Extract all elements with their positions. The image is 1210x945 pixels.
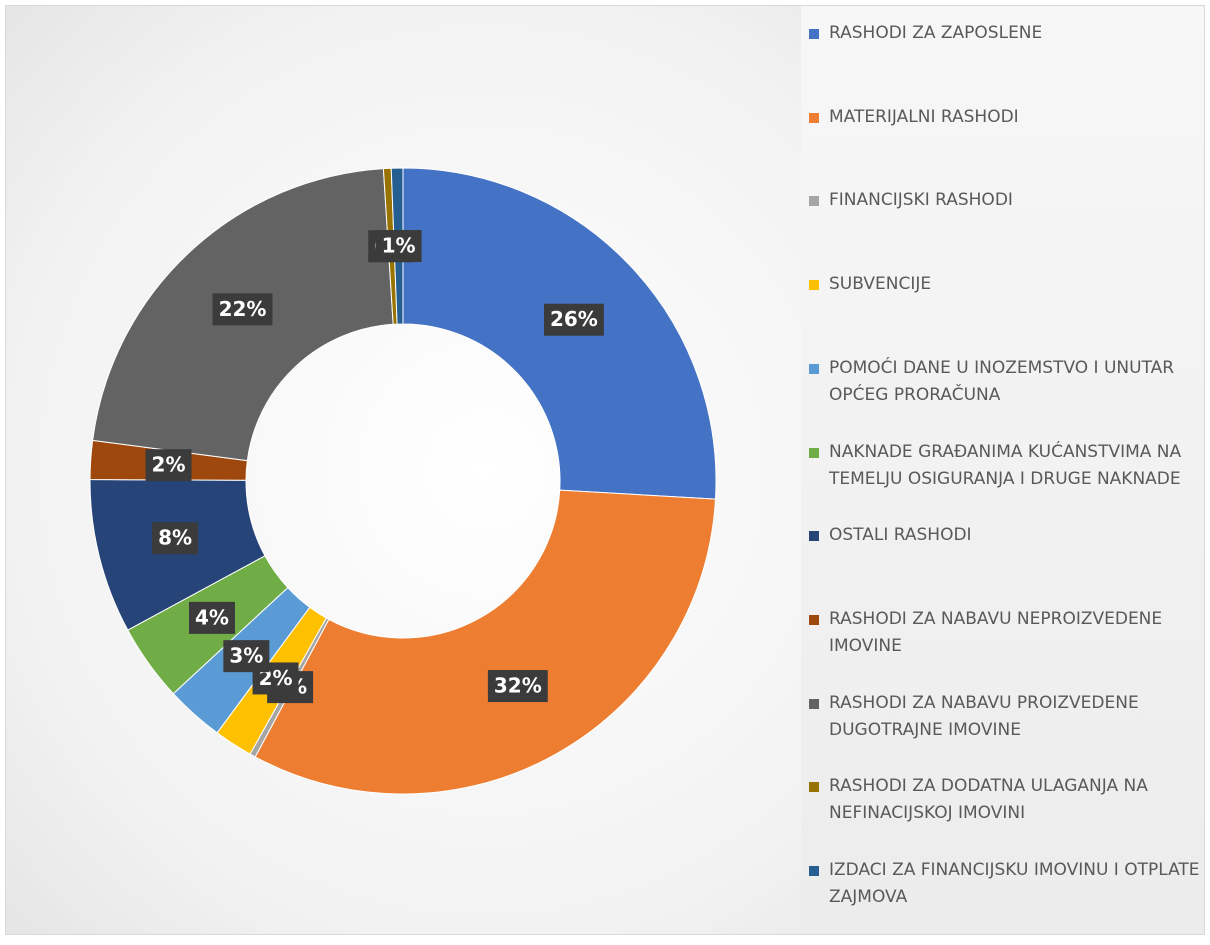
data-label-text: 3% — [229, 644, 263, 668]
data-label: 26% — [543, 303, 604, 336]
data-label-text: 1% — [382, 234, 416, 258]
legend-item: SUBVENCIJE — [809, 271, 1204, 298]
legend-swatch — [809, 112, 819, 123]
legend-item: IZDACI ZA FINANCIJSKU IMOVINU I OTPLATE … — [809, 857, 1204, 911]
legend-label: MATERIJALNI RASHODI — [829, 106, 1019, 127]
donut-chart: 26%32%0%2%3%4%8%2%22%0%1% — [89, 167, 717, 795]
legend-swatch — [809, 782, 819, 793]
legend-item: RASHODI ZA NABAVU NEPROIZVEDENE IMOVINE — [809, 606, 1204, 660]
legend-label: NAKNADE GRAĐANIMA KUĆANSTVIMA NA TEMELJU… — [829, 441, 1182, 489]
legend-item: RASHODI ZA DODATNA ULAGANJA NA NEFINACIJ… — [809, 773, 1204, 827]
legend: RASHODI ZA ZAPOSLENE MATERIJALNI RASHODI F… — [801, 6, 1204, 934]
data-label-text: 26% — [550, 307, 598, 331]
data-label-box — [223, 640, 270, 673]
legend-item: FINANCIJSKI RASHODI — [809, 187, 1204, 214]
legend-swatch — [809, 280, 819, 291]
data-label: 1% — [375, 230, 422, 263]
data-label-box — [212, 293, 273, 326]
legend-swatch — [809, 531, 819, 542]
legend-swatch — [809, 866, 819, 876]
legend-item: POMOĆI DANE U INOZEMSTVO I UNUTAR OPĆEG … — [809, 355, 1204, 409]
legend-swatch — [809, 447, 819, 458]
legend-item: OSTALI RASHODI — [809, 522, 1204, 549]
legend-swatch — [809, 196, 819, 207]
data-label: 2% — [145, 449, 192, 482]
legend-label: POMOĆI DANE U INOZEMSTVO I UNUTAR OPĆEG … — [829, 357, 1175, 405]
data-label-text: 8% — [158, 526, 192, 550]
data-label: 32% — [487, 670, 548, 703]
data-label: 4% — [188, 601, 235, 634]
legend-item: NAKNADE GRAĐANIMA KUĆANSTVIMA NA TEMELJU… — [809, 439, 1204, 493]
data-label: 22% — [212, 293, 273, 326]
data-label-box — [487, 670, 548, 703]
legend-swatch — [809, 29, 819, 39]
legend-label: IZDACI ZA FINANCIJSKU IMOVINU I OTPLATE … — [829, 860, 1200, 907]
chart-area: 26%32%0%2%3%4%8%2%22%0%1% RASHODI ZA ZAP… — [5, 5, 1205, 935]
data-label-text: 4% — [195, 605, 229, 629]
data-label-text: 22% — [219, 297, 267, 321]
legend-label: RASHODI ZA ZAPOSLENE — [829, 23, 1043, 43]
legend-swatch — [809, 698, 819, 709]
data-label-box — [543, 303, 604, 336]
legend-label: OSTALI RASHODI — [829, 525, 972, 546]
donut-slice — [254, 489, 717, 795]
data-label: 8% — [152, 522, 199, 555]
data-label-box — [188, 601, 235, 634]
legend-swatch — [809, 363, 819, 374]
legend-label: RASHODI ZA NABAVU PROIZVEDENE DUGOTRAJNE… — [829, 692, 1139, 740]
legend-item: MATERIJALNI RASHODI — [809, 104, 1204, 131]
legend-swatch — [809, 614, 819, 625]
data-label-text: 32% — [494, 674, 542, 698]
legend-label: RASHODI ZA NABAVU NEPROIZVEDENE IMOVINE — [829, 608, 1163, 656]
data-label-box — [375, 230, 422, 263]
data-label: 3% — [223, 640, 270, 673]
legend-label: SUBVENCIJE — [829, 274, 932, 295]
legend-label: FINANCIJSKI RASHODI — [829, 190, 1013, 211]
data-label-box — [152, 522, 199, 555]
data-label-text: 2% — [152, 453, 186, 477]
legend-item: RASHODI ZA ZAPOSLENE — [809, 20, 1204, 47]
legend-label: RASHODI ZA DODATNA ULAGANJA NA NEFINACIJ… — [829, 776, 1148, 824]
data-label-box — [145, 449, 192, 482]
legend-item: RASHODI ZA NABAVU PROIZVEDENE DUGOTRAJNE… — [809, 690, 1204, 744]
